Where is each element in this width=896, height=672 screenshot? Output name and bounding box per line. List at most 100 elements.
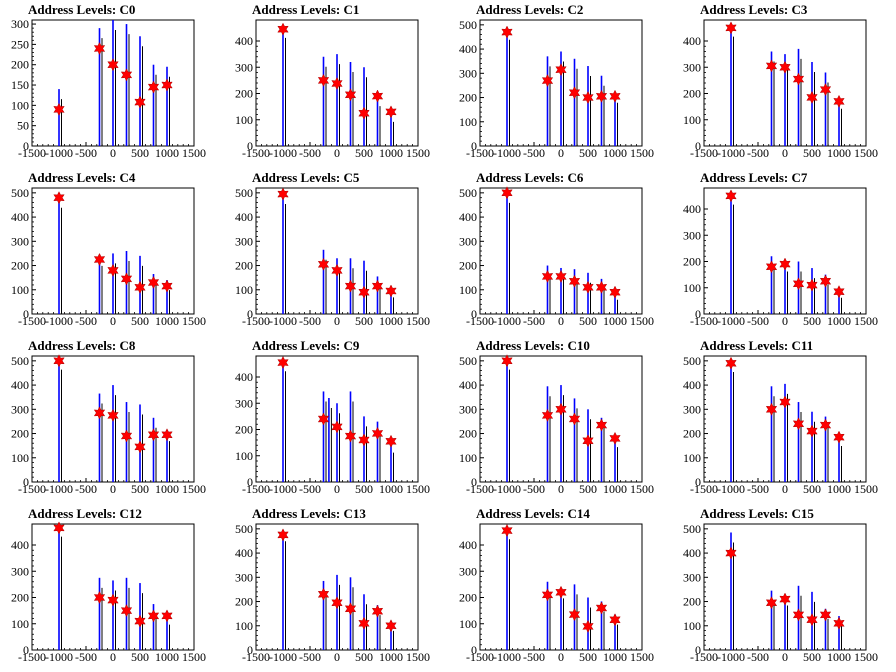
peak-star-marker <box>806 90 818 104</box>
chart-panel: Address Levels: C10 0 100 200 300 400 500 -1500… <box>448 336 672 504</box>
x-tick-label: 0 <box>782 482 788 496</box>
y-tick-label: 200 <box>459 591 477 605</box>
x-tick-label: 0 <box>558 314 564 328</box>
x-tick-label: 1000 <box>155 482 179 496</box>
peak-star-marker <box>501 354 513 368</box>
x-tick-label: -500 <box>747 146 769 160</box>
peak-star-marker <box>385 105 397 119</box>
peak-star-marker <box>358 616 370 630</box>
x-tick-label: -1500 <box>18 482 46 496</box>
y-tick-label: 200 <box>11 427 29 441</box>
y-tick-label: 400 <box>11 538 29 552</box>
x-tick-label: -500 <box>747 650 769 664</box>
y-tick-label: 100 <box>683 451 701 465</box>
x-tick-label: 500 <box>355 146 373 160</box>
peak-star-marker <box>317 73 330 87</box>
x-tick-label: 500 <box>131 146 149 160</box>
x-tick-label: -1500 <box>18 314 46 328</box>
x-tick-label: 500 <box>131 482 149 496</box>
y-tick-label: 300 <box>11 564 29 578</box>
x-tick-label: -500 <box>299 314 321 328</box>
peak-star-marker <box>385 284 397 298</box>
x-tick-label: 1500 <box>630 650 654 664</box>
x-tick-label: 500 <box>355 650 373 664</box>
peak-star-marker <box>725 21 737 35</box>
peak-star-marker <box>107 263 119 277</box>
y-tick-label: 500 <box>235 522 253 536</box>
x-tick-label: 500 <box>131 650 149 664</box>
chart-svg: Address Levels: C80100200300400500-1500-… <box>11 338 206 496</box>
peak-star-marker <box>277 356 289 370</box>
y-tick-label: 100 <box>11 451 29 465</box>
peak-star-marker <box>120 272 133 286</box>
x-tick-label: -500 <box>523 482 545 496</box>
x-tick-label: 1000 <box>155 314 179 328</box>
peak-star-marker <box>107 58 119 72</box>
x-tick-label: 1500 <box>406 146 430 160</box>
y-tick-label: 400 <box>235 546 253 560</box>
x-tick-label: -1500 <box>242 482 270 496</box>
y-tick-label: 300 <box>235 396 253 410</box>
peak-star-marker <box>358 106 370 120</box>
peak-star-marker <box>344 88 357 102</box>
y-tick-label: 100 <box>235 619 253 633</box>
x-tick-label: -1000 <box>45 482 73 496</box>
peak-star-marker <box>344 429 357 443</box>
x-tick-label: -1500 <box>466 482 494 496</box>
peak-star-marker <box>568 274 581 288</box>
y-tick-label: 0 <box>23 139 29 153</box>
peak-star-marker <box>371 279 384 293</box>
x-tick-label: -1500 <box>690 146 718 160</box>
peak-star-marker <box>833 430 845 444</box>
y-tick-label: 200 <box>235 595 253 609</box>
peak-star-marker <box>93 41 106 56</box>
y-tick-label: 0 <box>471 475 477 489</box>
x-tick-label: 1500 <box>630 146 654 160</box>
x-tick-label: 1000 <box>603 650 627 664</box>
x-tick-label: 1500 <box>854 650 878 664</box>
x-tick-label: 500 <box>355 314 373 328</box>
y-tick-label: 50 <box>17 119 29 133</box>
peak-star-marker <box>765 596 778 610</box>
x-tick-label: 500 <box>579 650 597 664</box>
x-tick-label: -1000 <box>717 482 745 496</box>
chart-panel: Address Levels: C13 0 100 200 300 400 500 -1500… <box>224 504 448 672</box>
y-tick-label: 400 <box>683 34 701 48</box>
peak-star-marker <box>93 406 106 420</box>
y-tick-label: 300 <box>235 60 253 74</box>
y-tick-label: 100 <box>459 283 477 297</box>
peak-star-marker <box>792 72 805 86</box>
x-tick-label: 1000 <box>155 650 179 664</box>
peak-star-marker <box>819 274 832 288</box>
x-tick-label: 0 <box>782 650 788 664</box>
x-tick-label: -1500 <box>466 314 494 328</box>
y-tick-label: 100 <box>235 113 253 127</box>
x-tick-label: -1500 <box>242 146 270 160</box>
x-tick-label: -500 <box>523 650 545 664</box>
x-tick-label: 1500 <box>854 482 878 496</box>
chart-title: Address Levels: C1 <box>252 2 359 17</box>
chart-svg: Address Levels: C60100200300400500-1500-… <box>459 170 654 328</box>
y-tick-label: 400 <box>235 210 253 224</box>
x-tick-label: 1000 <box>827 650 851 664</box>
peak-star-marker <box>134 440 146 454</box>
y-tick-label: 0 <box>695 643 701 657</box>
peak-star-marker <box>134 280 146 294</box>
y-tick-label: 0 <box>247 139 253 153</box>
peak-star-marker <box>53 191 65 205</box>
y-tick-label: 0 <box>695 307 701 321</box>
chart-panel: Address Levels: C5 0 100 200 300 400 500 -1500-… <box>224 168 448 336</box>
peak-star-marker <box>595 418 608 432</box>
peak-star-marker <box>317 587 330 601</box>
x-tick-label: -1500 <box>18 650 46 664</box>
x-tick-label: -500 <box>299 482 321 496</box>
y-tick-label: 300 <box>459 66 477 80</box>
y-tick-label: 100 <box>11 617 29 631</box>
y-tick-label: 0 <box>471 643 477 657</box>
y-tick-label: 500 <box>683 354 701 368</box>
peak-star-marker <box>555 63 567 77</box>
peak-star-marker <box>93 590 106 605</box>
x-tick-label: 1000 <box>827 146 851 160</box>
y-tick-label: 0 <box>23 643 29 657</box>
